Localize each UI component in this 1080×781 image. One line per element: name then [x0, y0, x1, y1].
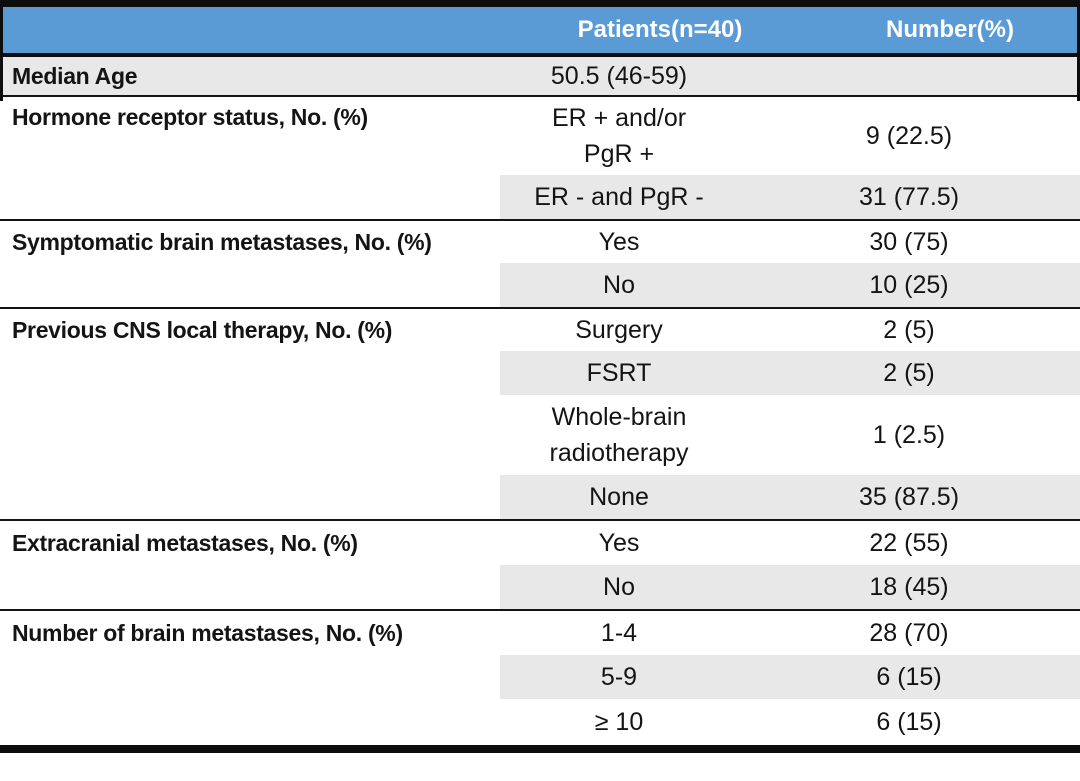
row-value: 5-9	[500, 655, 738, 699]
row-value: ER + and/or PgR +	[551, 103, 687, 168]
row-label: Median Age	[12, 62, 138, 89]
row-value: Yes	[598, 227, 640, 256]
row-number: 30 (75)	[869, 227, 949, 256]
row-number	[738, 57, 1080, 95]
row-number: 18 (45)	[738, 565, 1080, 609]
table-row-cns-fsrt: FSRT 2 (5)	[0, 351, 1080, 395]
row-number: 6 (15)	[876, 707, 942, 736]
row-label: Hormone receptor status, No. (%)	[12, 104, 368, 130]
row-value: FSRT	[500, 351, 738, 395]
row-value: Whole-brain radiotherapy	[549, 402, 689, 467]
row-number: 1 (2.5)	[872, 420, 946, 449]
row-number: 22 (55)	[869, 528, 949, 557]
row-value: Yes	[598, 528, 640, 557]
row-number: 9 (22.5)	[865, 121, 953, 150]
table-header-row: Patients(n=40) Number(%)	[0, 7, 1080, 57]
row-label: Extracranial metastases, No. (%)	[12, 529, 358, 556]
table-outline-right	[1077, 0, 1080, 101]
row-label: Symptomatic brain metastases, No. (%)	[12, 228, 432, 255]
row-label	[0, 699, 500, 745]
row-label	[0, 475, 500, 519]
table-row-brainmets-1-4: Number of brain metastases, No. (%) 1-4 …	[0, 609, 1080, 655]
row-value: None	[500, 475, 738, 519]
row-value: No	[500, 565, 738, 609]
header-col-characteristic	[0, 7, 500, 53]
header-col-patients: Patients(n=40)	[577, 16, 743, 43]
table-row-brainmets-10plus: ≥ 10 6 (15)	[0, 699, 1080, 745]
row-number: 2 (5)	[883, 315, 935, 344]
header-col-number: Number(%)	[885, 16, 1014, 43]
table-row-cns-none: None 35 (87.5)	[0, 475, 1080, 519]
row-value: Surgery	[575, 315, 663, 344]
row-label: Previous CNS local therapy, No. (%)	[12, 316, 393, 343]
row-value: ER - and PgR -	[500, 175, 738, 219]
row-value: No	[500, 263, 738, 307]
row-label	[0, 565, 500, 609]
row-number: 28 (70)	[869, 618, 949, 647]
table-row-cns-surgery: Previous CNS local therapy, No. (%) Surg…	[0, 307, 1080, 351]
row-number: 2 (5)	[738, 351, 1080, 395]
table-row-extracranial-yes: Extracranial metastases, No. (%) Yes 22 …	[0, 519, 1080, 565]
table-row-hormone-er-negative: ER - and PgR - 31 (77.5)	[0, 175, 1080, 219]
table-outline-left	[0, 0, 3, 101]
row-number: 6 (15)	[738, 655, 1080, 699]
row-number: 31 (77.5)	[738, 175, 1080, 219]
row-value: 1-4	[600, 618, 638, 647]
row-label	[0, 395, 500, 475]
table-row-brainmets-5-9: 5-9 6 (15)	[0, 655, 1080, 699]
row-label	[0, 175, 500, 219]
row-label	[0, 263, 500, 307]
row-label: Number of brain metastases, No. (%)	[12, 619, 403, 646]
row-value: ≥ 10	[594, 707, 644, 736]
row-value: 50.5 (46-59)	[550, 61, 688, 90]
table-row-hormone-er-positive: Hormone receptor status, No. (%) ER + an…	[0, 95, 1080, 175]
table-row-cns-wbrt: Whole-brain radiotherapy 1 (2.5)	[0, 395, 1080, 475]
table-row-extracranial-no: No 18 (45)	[0, 565, 1080, 609]
table-row-median-age: Median Age 50.5 (46-59)	[0, 57, 1080, 95]
row-number: 10 (25)	[738, 263, 1080, 307]
table-row-symptomatic-yes: Symptomatic brain metastases, No. (%) Ye…	[0, 219, 1080, 263]
row-number: 35 (87.5)	[738, 475, 1080, 519]
table-bottom-border	[0, 745, 1080, 753]
row-label	[0, 351, 500, 395]
table-top-border	[0, 0, 1080, 7]
row-label	[0, 655, 500, 699]
table-row-symptomatic-no: No 10 (25)	[0, 263, 1080, 307]
